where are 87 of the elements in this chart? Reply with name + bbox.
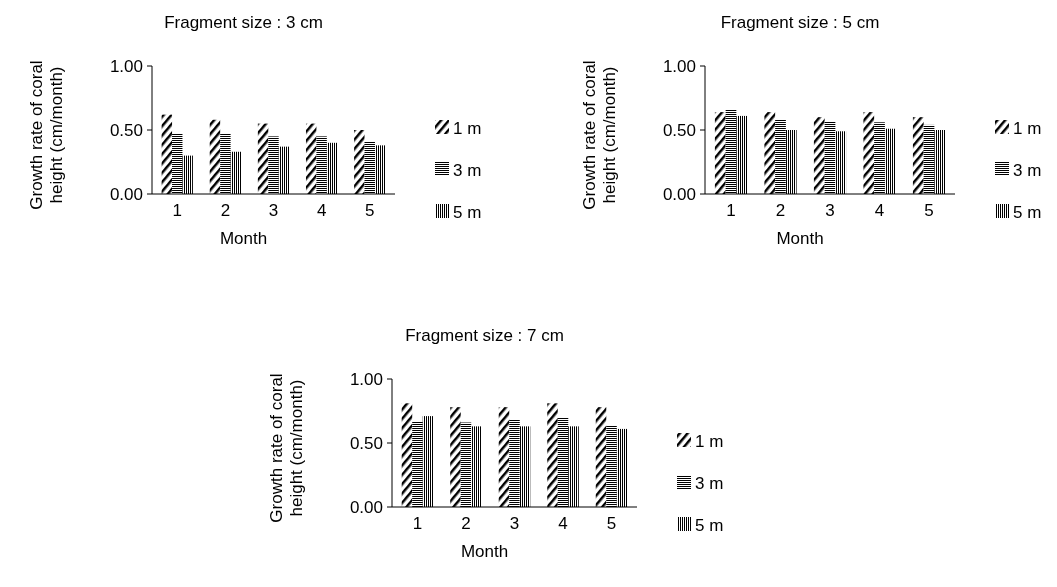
x-tick-label: 2 [220, 201, 231, 220]
chart-title: Fragment size : 7 cm [405, 326, 564, 345]
bar [813, 117, 825, 194]
y-tick-label: 1.00 [109, 56, 143, 76]
bar [725, 109, 737, 194]
bar [412, 421, 423, 507]
y-axis-title: Growth rate of coral height (cm/month) [267, 373, 306, 523]
x-tick-label: 3 [825, 201, 835, 220]
bar [764, 112, 776, 194]
bar [257, 123, 269, 194]
bar [374, 145, 386, 194]
legend-label: 5 m [453, 202, 482, 222]
bar [172, 133, 183, 194]
bar [923, 124, 935, 194]
y-tick-label: 1.00 [349, 369, 383, 389]
y-axis-title: Growth rate of coral height (cm/month) [580, 60, 619, 210]
bar [450, 407, 461, 507]
bar [874, 122, 885, 194]
bar [220, 133, 231, 194]
x-axis-title: Month [776, 229, 824, 248]
bar [278, 146, 290, 194]
x-axis-title: Month [460, 542, 509, 561]
legend-label: 3 m [695, 473, 724, 493]
bar [863, 112, 875, 194]
x-axis-title: Month [219, 229, 268, 248]
bar [401, 403, 413, 507]
legend-label: 5 m [695, 515, 724, 535]
bar [934, 130, 946, 194]
bar [547, 403, 558, 507]
bar [775, 119, 786, 194]
bar [182, 155, 193, 194]
bar [606, 425, 617, 507]
y-tick-label: 0.50 [109, 120, 143, 140]
bar [354, 130, 365, 194]
bar [161, 114, 173, 194]
bar [230, 151, 242, 194]
bar [519, 426, 531, 507]
bar [471, 426, 482, 507]
x-tick-label: 4 [874, 201, 885, 220]
bar [824, 121, 836, 194]
bar [736, 115, 748, 194]
legend-label: 3 m [1013, 160, 1042, 180]
x-tick-label: 2 [775, 201, 786, 220]
bar [616, 428, 628, 507]
legend-label: 1 m [1013, 118, 1042, 138]
y-tick-label: 1.00 [662, 56, 696, 76]
x-tick-label: 4 [558, 514, 568, 533]
legend-label: 1 m [453, 118, 482, 138]
x-tick-label: 3 [268, 201, 279, 220]
bar [422, 416, 434, 507]
bar [364, 141, 375, 194]
bar [884, 128, 896, 194]
chart-title: Fragment size : 5 cm [720, 13, 880, 32]
x-tick-label: 5 [606, 514, 617, 533]
bar [460, 422, 472, 507]
legend-label: 5 m [1013, 202, 1042, 222]
x-tick-label: 3 [509, 514, 520, 533]
bar [498, 407, 510, 507]
x-tick-label: 5 [924, 201, 934, 220]
y-axis-title: Growth rate of coral height (cm/month) [27, 60, 66, 210]
x-tick-label: 5 [365, 201, 375, 220]
bar [509, 419, 520, 507]
bar [714, 112, 726, 194]
bar [557, 417, 569, 507]
bar [305, 123, 317, 194]
y-tick-label: 0.00 [662, 184, 696, 204]
x-tick-label: 1 [172, 201, 182, 220]
bar [568, 426, 579, 507]
y-tick-label: 0.50 [662, 120, 696, 140]
bar [785, 130, 797, 194]
x-tick-label: 1 [412, 514, 423, 533]
y-tick-label: 0.50 [349, 433, 383, 453]
bar [316, 136, 327, 194]
bar [209, 119, 221, 194]
bar [595, 407, 607, 507]
x-tick-label: 1 [726, 201, 736, 220]
x-tick-label: 2 [461, 514, 471, 533]
y-tick-label: 0.00 [109, 184, 143, 204]
legend-label: 1 m [695, 431, 724, 451]
bar [268, 136, 279, 194]
x-tick-label: 4 [316, 201, 327, 220]
bar [912, 117, 924, 194]
bar [835, 131, 847, 194]
legend-label: 3 m [453, 160, 482, 180]
y-tick-label: 0.00 [349, 497, 383, 517]
chart-title: Fragment size : 3 cm [164, 13, 323, 32]
bar [326, 142, 338, 194]
